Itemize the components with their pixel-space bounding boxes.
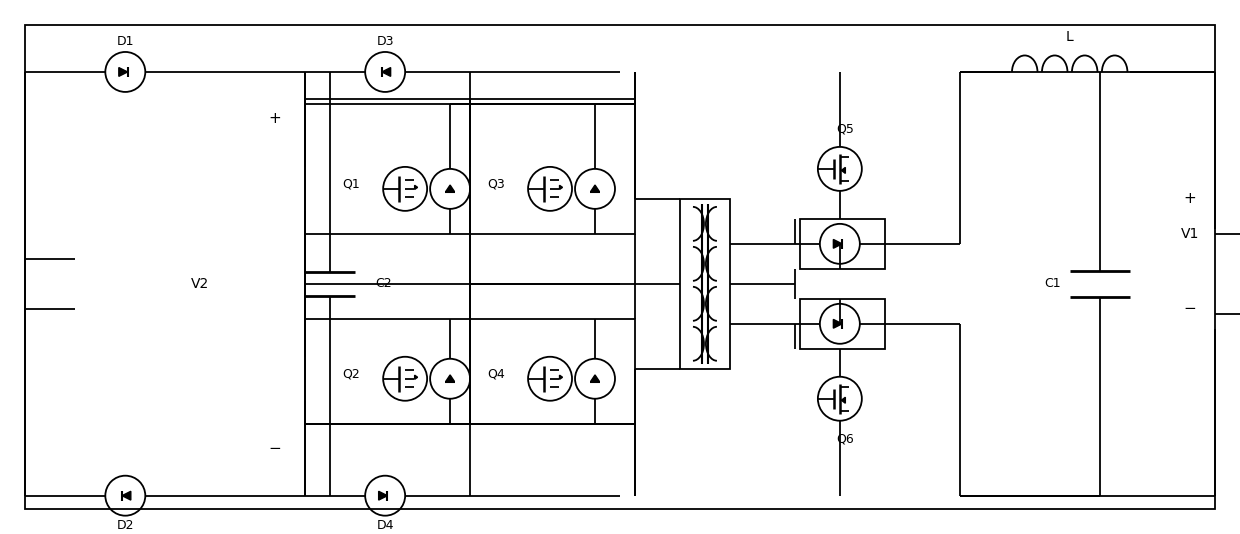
Text: D1: D1: [117, 35, 134, 49]
Text: Q4: Q4: [487, 367, 505, 380]
Text: D3: D3: [377, 35, 394, 49]
Polygon shape: [590, 185, 599, 192]
Polygon shape: [119, 68, 128, 76]
Bar: [305, 99, 470, 234]
Polygon shape: [842, 397, 846, 403]
Text: D4: D4: [377, 519, 394, 532]
Polygon shape: [559, 185, 563, 190]
Polygon shape: [445, 185, 455, 192]
Bar: [305, 319, 470, 424]
Text: V1: V1: [1180, 227, 1199, 241]
Bar: [800, 219, 885, 269]
Text: Q5: Q5: [836, 122, 854, 136]
Polygon shape: [590, 375, 599, 381]
Polygon shape: [833, 319, 842, 328]
Text: D2: D2: [117, 519, 134, 532]
Polygon shape: [842, 167, 846, 174]
Polygon shape: [833, 239, 842, 248]
Text: Q2: Q2: [342, 367, 360, 380]
Text: +: +: [1183, 191, 1197, 206]
Text: L: L: [1066, 30, 1074, 44]
Text: V2: V2: [191, 277, 210, 291]
Polygon shape: [382, 68, 391, 76]
Polygon shape: [445, 375, 455, 381]
Polygon shape: [122, 491, 130, 500]
Polygon shape: [414, 375, 418, 379]
Text: Q3: Q3: [487, 177, 505, 191]
Text: Q6: Q6: [836, 432, 853, 445]
Polygon shape: [378, 491, 387, 500]
Polygon shape: [559, 375, 563, 379]
Text: Q1: Q1: [342, 177, 360, 191]
Text: −: −: [269, 441, 281, 456]
Bar: [470, 99, 635, 234]
Text: −: −: [1183, 301, 1197, 316]
Text: C2: C2: [376, 277, 392, 290]
Text: C1: C1: [1045, 277, 1061, 290]
Bar: [800, 299, 885, 349]
Polygon shape: [414, 185, 418, 190]
Bar: [680, 199, 730, 369]
Text: +: +: [269, 112, 281, 127]
Bar: [470, 319, 635, 424]
